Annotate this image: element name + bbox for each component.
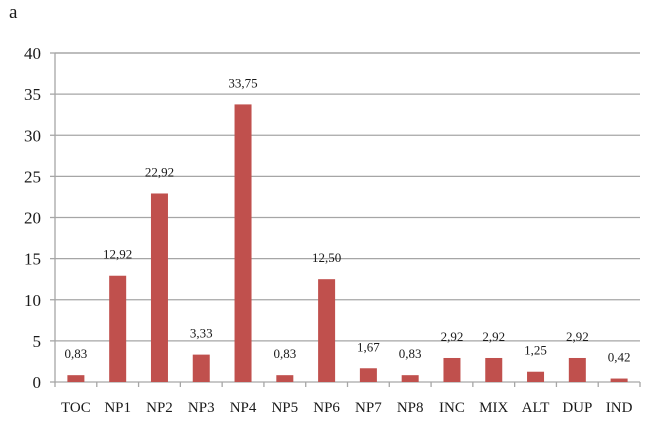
bar-alt [527,371,545,382]
y-tick-label: 25 [24,167,41,186]
x-tick-label: NP3 [188,400,215,416]
bar-np3 [192,354,210,382]
bar-np4 [234,104,252,382]
x-tick-label: NP6 [313,400,340,416]
y-tick-label: 15 [24,250,41,269]
x-tick-label: DUP [562,400,592,416]
bar-np2 [150,193,168,382]
y-tick-label: 20 [24,209,41,228]
data-label: 12,92 [103,247,132,262]
data-label: 12,50 [312,250,341,265]
data-label: 1,25 [524,343,547,358]
x-tick-label: INC [439,400,465,416]
y-tick-label: 10 [24,291,41,310]
bar-inc [443,357,461,382]
x-tick-label: NP4 [230,400,257,416]
x-tick-label: TOC [61,400,91,416]
bar-np6 [318,279,336,382]
y-tick-label: 40 [24,44,41,63]
x-tick-label: NP1 [104,400,131,416]
y-axis-ticks: 0 5 10 15 20 25 30 35 40 [24,44,41,392]
y-tick-label: 0 [33,373,42,392]
data-label: 0,83 [399,346,422,361]
axes [50,52,641,387]
data-label: 2,92 [566,329,589,344]
bar-np1 [109,275,127,382]
y-tick-label: 5 [33,332,42,351]
data-label: 33,75 [228,75,257,90]
data-label: 3,33 [190,326,213,341]
gridlines [55,52,640,342]
bars [67,104,628,382]
y-tick-label: 30 [24,126,41,145]
x-tick-label: ALT [522,400,550,416]
bar-np7 [359,368,377,382]
y-tick-label: 35 [24,85,41,104]
data-label: 0,83 [273,346,296,361]
data-label: 1,67 [357,339,380,354]
data-label: 22,92 [145,164,174,179]
x-tick-label: NP5 [271,400,298,416]
data-label: 2,92 [482,329,505,344]
data-labels: 0,83 12,92 22,92 3,33 33,75 0,83 12,50 1,67 0,83… [65,75,631,364]
x-tick-label: NP7 [355,400,382,416]
panel-label: a [9,2,18,23]
bar-ind [610,378,628,382]
bar-mix [485,357,503,382]
x-axis-ticks: TOC NP1 NP2 NP3 NP4 NP5 NP6 NP7 NP8 INC MIX ALT DUP I… [61,400,633,416]
x-tick-label: IND [606,400,633,416]
bar-np5 [276,375,294,382]
x-tick-label: NP2 [146,400,173,416]
bar-dup [568,357,586,382]
bar-toc [67,375,85,382]
x-tick-label: MIX [479,400,508,416]
bar-np8 [401,375,419,382]
x-tick-label: NP8 [397,400,424,416]
data-label: 0,83 [65,346,88,361]
data-label: 2,92 [441,329,464,344]
data-label: 0,42 [608,350,631,365]
